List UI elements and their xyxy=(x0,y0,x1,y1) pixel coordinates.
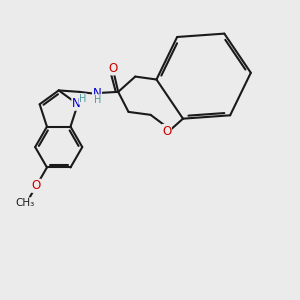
Text: H: H xyxy=(79,94,86,104)
Text: O: O xyxy=(32,179,41,192)
Text: N: N xyxy=(93,87,101,100)
Text: O: O xyxy=(108,62,118,75)
Text: O: O xyxy=(162,124,171,137)
Text: CH₃: CH₃ xyxy=(15,198,34,208)
Text: H: H xyxy=(94,95,102,105)
Text: N: N xyxy=(72,97,81,110)
